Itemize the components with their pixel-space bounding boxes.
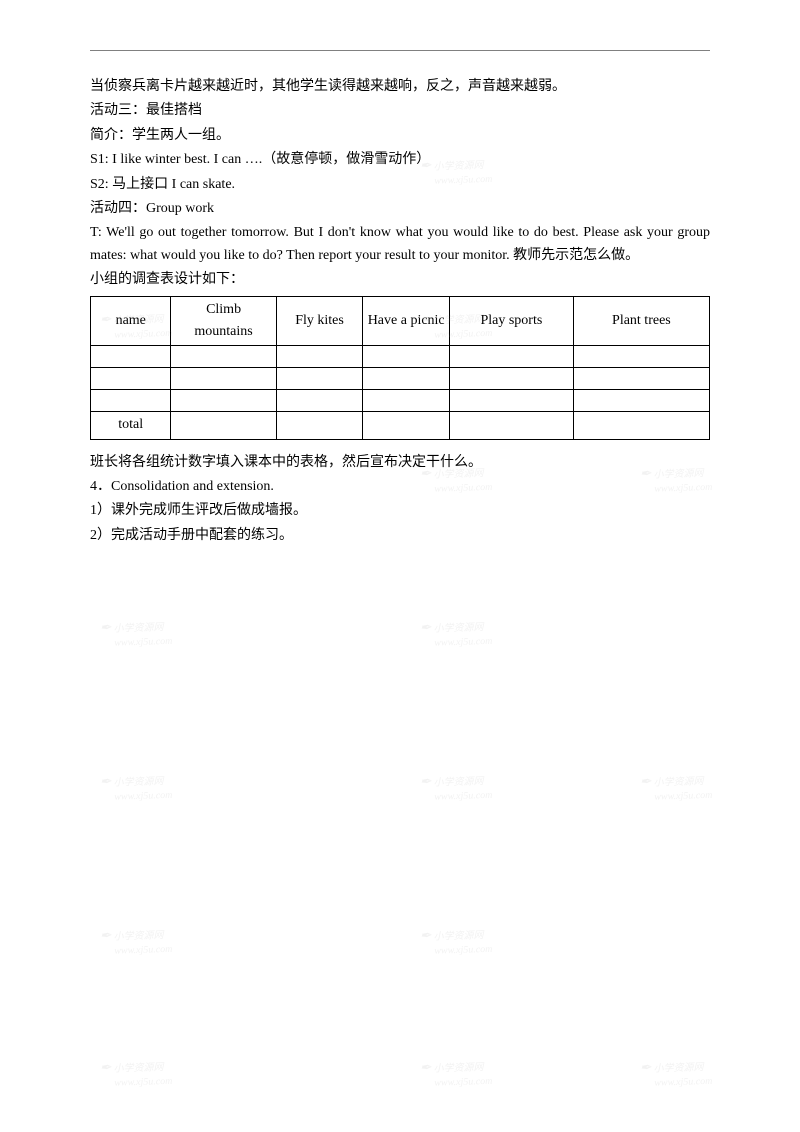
table-cell bbox=[171, 346, 276, 368]
text-line: 1）课外完成师生评改后做成墙报。 bbox=[90, 500, 710, 522]
watermark: ✒小学资源网www.xj5u.com bbox=[100, 1059, 173, 1090]
table-header-cell: Plant trees bbox=[573, 296, 709, 346]
watermark: ✒小学资源网www.xj5u.com bbox=[420, 773, 493, 804]
table-header-cell: Climb mountains bbox=[171, 296, 276, 346]
text-line: 活动三：最佳搭档 bbox=[90, 100, 710, 122]
table-cell bbox=[171, 412, 276, 439]
table-cell bbox=[573, 412, 709, 439]
table-header-cell: name bbox=[91, 296, 171, 346]
text-line: 小组的调查表设计如下： bbox=[90, 269, 710, 291]
table-cell bbox=[450, 390, 574, 412]
text-line: 简介：学生两人一组。 bbox=[90, 125, 710, 147]
table-cell bbox=[91, 390, 171, 412]
table-total-row: total bbox=[91, 412, 710, 439]
table-cell bbox=[363, 346, 450, 368]
text-line: S2: 马上接口 I can skate. bbox=[90, 174, 710, 196]
watermark: ✒小学资源网www.xj5u.com bbox=[640, 773, 713, 804]
table-cell bbox=[450, 346, 574, 368]
document-content: 当侦察兵离卡片越来越近时，其他学生读得越来越响，反之，声音越来越弱。 活动三：最… bbox=[90, 76, 710, 547]
text-line: 4．Consolidation and extension. bbox=[90, 476, 710, 498]
table-row bbox=[91, 346, 710, 368]
watermark: ✒小学资源网www.xj5u.com bbox=[100, 619, 173, 650]
table-cell bbox=[573, 346, 709, 368]
text-line: T: We'll go out together tomorrow. But I… bbox=[90, 222, 710, 267]
watermark: ✒小学资源网www.xj5u.com bbox=[640, 1059, 713, 1090]
table-header-row: name Climb mountains Fly kites Have a pi… bbox=[91, 296, 710, 346]
text-line: 2）完成活动手册中配套的练习。 bbox=[90, 525, 710, 547]
table-total-cell: total bbox=[91, 412, 171, 439]
table-cell bbox=[573, 390, 709, 412]
table-cell bbox=[363, 390, 450, 412]
table-row bbox=[91, 368, 710, 390]
table-row bbox=[91, 390, 710, 412]
table-header-cell: Have a picnic bbox=[363, 296, 450, 346]
table-cell bbox=[276, 412, 363, 439]
table-cell bbox=[450, 412, 574, 439]
table-header-cell: Fly kites bbox=[276, 296, 363, 346]
table-cell bbox=[363, 412, 450, 439]
table-cell bbox=[91, 368, 171, 390]
watermark: ✒小学资源网www.xj5u.com bbox=[100, 773, 173, 804]
table-cell bbox=[276, 390, 363, 412]
table-cell bbox=[276, 346, 363, 368]
survey-table-container: name Climb mountains Fly kites Have a pi… bbox=[90, 296, 710, 440]
watermark: ✒小学资源网www.xj5u.com bbox=[420, 619, 493, 650]
text-line: 活动四：Group work bbox=[90, 198, 710, 220]
watermark: ✒小学资源网www.xj5u.com bbox=[420, 927, 493, 958]
table-cell bbox=[91, 346, 171, 368]
table-cell bbox=[573, 368, 709, 390]
table-cell bbox=[171, 390, 276, 412]
top-divider bbox=[90, 50, 710, 51]
table-header-cell: Play sports bbox=[450, 296, 574, 346]
table-cell bbox=[363, 368, 450, 390]
text-line: S1: I like winter best. I can ….（故意停顿，做滑… bbox=[90, 149, 710, 171]
table-cell bbox=[171, 368, 276, 390]
survey-table: name Climb mountains Fly kites Have a pi… bbox=[90, 296, 710, 440]
watermark: ✒小学资源网www.xj5u.com bbox=[100, 927, 173, 958]
text-line: 当侦察兵离卡片越来越近时，其他学生读得越来越响，反之，声音越来越弱。 bbox=[90, 76, 710, 98]
text-line: 班长将各组统计数字填入课本中的表格，然后宣布决定干什么。 bbox=[90, 452, 710, 474]
watermark: ✒小学资源网www.xj5u.com bbox=[420, 1059, 493, 1090]
table-cell bbox=[276, 368, 363, 390]
table-cell bbox=[450, 368, 574, 390]
